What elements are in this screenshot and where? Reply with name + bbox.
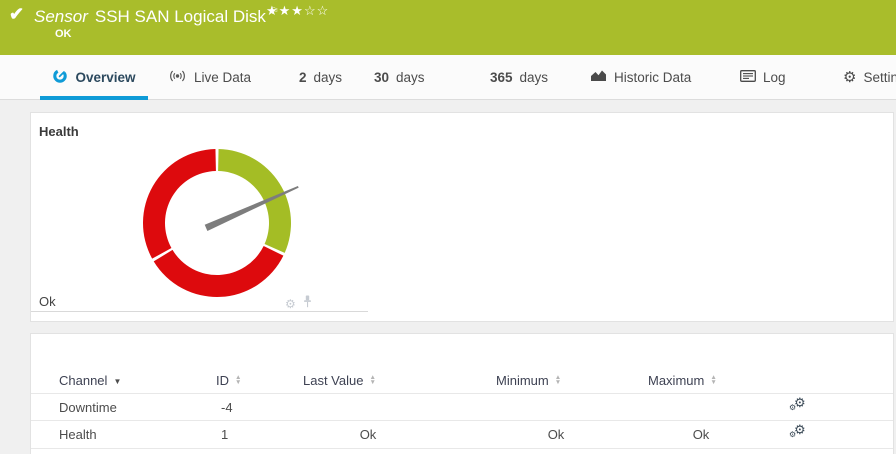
tab-overview[interactable]: Overview: [40, 55, 148, 100]
pin-icon[interactable]: [303, 295, 312, 313]
tab-log-label: Log: [763, 69, 786, 85]
cell-channel: Health: [59, 427, 97, 442]
gauge-footer: Ok ⚙: [31, 294, 368, 312]
table-row: Downtime -4 ⚙ ⚙: [31, 393, 893, 420]
tab-2-days-number: 2: [299, 69, 307, 85]
column-header-id[interactable]: ID ▲ ▼: [216, 373, 241, 388]
stars-filled: ★★★: [266, 3, 304, 18]
table-divider: [31, 393, 893, 394]
channel-settings-icon[interactable]: ⚙ ⚙: [789, 422, 806, 439]
log-list-icon: [740, 69, 756, 85]
column-header-last-value[interactable]: Last Value ▲ ▼: [303, 373, 376, 388]
sensor-status-badge: OK: [55, 28, 72, 40]
tab-historic-data[interactable]: Historic Data: [590, 55, 691, 99]
channel-table-panel: Channel ▼ ID ▲ ▼ Last Value ▲ ▼ Minimum ▲ ▼ Max…: [30, 333, 894, 454]
page-title: Sensor SSH SAN Logical Disk ⚐: [34, 6, 279, 27]
health-gauge: [143, 149, 299, 297]
gauge-status-text: Ok: [39, 294, 56, 309]
tab-historic-data-label: Historic Data: [614, 69, 692, 85]
table-divider: [31, 448, 893, 449]
health-gauge-panel: Health Ok ⚙: [30, 112, 894, 322]
gauge-title: Health: [39, 124, 79, 139]
live-data-icon: [168, 69, 187, 86]
priority-stars[interactable]: ★★★☆☆: [266, 3, 329, 19]
tab-live-data-label: Live Data: [194, 69, 252, 85]
tab-overview-label: Overview: [75, 69, 136, 85]
sort-both-icon: ▲ ▼: [369, 374, 376, 386]
tab-bar: Overview Live Data 2 days 30 days 365 da…: [0, 55, 896, 100]
area-chart-icon: [590, 69, 607, 85]
tab-settings[interactable]: ⚙ Settings: [843, 55, 896, 99]
tab-365-days-label: days: [519, 69, 549, 85]
sensor-name: SSH SAN Logical Disk: [94, 7, 266, 26]
table-row: Health 1 Ok Ok Ok ⚙ ⚙: [31, 420, 893, 448]
tab-log[interactable]: Log: [740, 55, 786, 99]
tab-30-days-number: 30: [374, 69, 390, 85]
column-header-minimum-label: Minimum: [496, 373, 549, 388]
tab-30-days[interactable]: 30 days: [374, 55, 425, 99]
tab-365-days-number: 365: [490, 69, 513, 85]
sort-both-icon: ▲ ▼: [235, 374, 242, 386]
gauge-settings-gear-icon[interactable]: ⚙: [285, 297, 296, 311]
sort-both-icon: ▲ ▼: [554, 374, 562, 386]
tab-2-days-label: days: [313, 69, 343, 85]
cell-channel: Downtime: [59, 400, 117, 415]
ok-check-icon: ✔: [9, 4, 25, 24]
channel-settings-icon[interactable]: ⚙ ⚙: [789, 395, 806, 412]
sort-desc-icon: ▼: [113, 377, 122, 386]
flag-icon[interactable]: ⚐: [269, 6, 279, 17]
column-header-maximum[interactable]: Maximum ▲ ▼: [648, 373, 717, 388]
cell-id: 1: [221, 427, 229, 442]
cell-minimum: Ok: [547, 427, 565, 442]
tab-365-days[interactable]: 365 days: [490, 55, 548, 99]
gear-icon: ⚙: [843, 68, 857, 86]
cell-maximum: Ok: [692, 427, 710, 442]
sort-both-icon: ▲ ▼: [710, 374, 717, 386]
table-divider: [31, 420, 893, 421]
sensor-header: ✔ Sensor SSH SAN Logical Disk ⚐ ★★★☆☆ OK: [0, 0, 896, 55]
tab-live-data[interactable]: Live Data: [168, 55, 251, 99]
column-header-id-label: ID: [216, 373, 229, 388]
tab-30-days-label: days: [396, 69, 425, 85]
tab-settings-label: Settings: [863, 69, 896, 85]
column-header-channel[interactable]: Channel ▼: [59, 373, 121, 388]
tab-2-days[interactable]: 2 days: [299, 55, 342, 99]
column-header-last-value-label: Last Value: [303, 373, 364, 388]
column-header-channel-label: Channel: [59, 373, 108, 388]
column-header-minimum[interactable]: Minimum ▲ ▼: [496, 373, 561, 388]
cell-id: -4: [221, 400, 233, 415]
column-header-maximum-label: Maximum: [648, 373, 705, 388]
object-type-label: Sensor: [34, 7, 88, 26]
cell-last-value: Ok: [359, 427, 377, 442]
stars-empty: ☆☆: [303, 3, 330, 18]
gauge-icon: [52, 68, 68, 87]
